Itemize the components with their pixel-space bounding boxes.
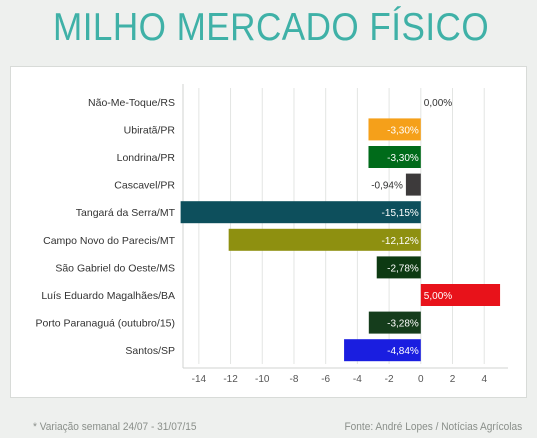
data-label: -3,28% xyxy=(387,319,419,330)
bar xyxy=(420,284,501,306)
x-tick-label: -6 xyxy=(321,374,330,385)
chart-title: MILHO MERCADO FÍSICO xyxy=(53,6,490,49)
data-label: -12,12% xyxy=(382,236,419,247)
x-tick-label: 4 xyxy=(481,374,487,385)
category-label: Porto Paranaguá (outubro/15) xyxy=(35,318,175,330)
data-label: -4,84% xyxy=(387,346,419,357)
data-label: 0,00% xyxy=(424,98,452,109)
x-tick-label: -4 xyxy=(353,374,362,385)
bar xyxy=(344,339,421,362)
data-label: -3,30% xyxy=(387,125,419,136)
category-label: Santos/SP xyxy=(125,345,175,357)
category-label: Campo Novo do Parecis/MT xyxy=(43,235,175,247)
category-label: Não-Me-Toque/RS xyxy=(88,97,175,109)
category-label: Cascavel/PR xyxy=(114,180,175,192)
bar xyxy=(180,201,421,224)
category-label: Londrina/PR xyxy=(117,152,176,164)
category-label: São Gabriel do Oeste/MS xyxy=(55,262,175,274)
x-tick-label: -12 xyxy=(223,374,238,385)
bar-chart: -14 -12 -10 -8 -6 -4 -2 0 2 4 Não-Me-Toque/RS 0,00%… xyxy=(35,84,508,385)
category-label: Luís Eduardo Magalhães/BA xyxy=(41,290,175,302)
chart-panel: -14 -12 -10 -8 -6 -4 -2 0 2 4 Não-Me-Toque/RS 0,00%… xyxy=(10,66,527,398)
category-label: Ubiratã/PR xyxy=(124,124,176,136)
bar xyxy=(228,228,421,251)
source-credit: Fonte: André Lopes / Notícias Agrícolas xyxy=(344,421,522,433)
bar xyxy=(405,173,421,196)
x-tick-label: 0 xyxy=(418,374,424,385)
data-label: 5,00% xyxy=(424,291,452,302)
footnote: * Variação semanal 24/07 - 31/07/15 xyxy=(33,421,197,433)
bar xyxy=(368,118,421,141)
x-tick-label: -14 xyxy=(192,374,207,385)
bar xyxy=(376,256,421,279)
x-tick-label: -8 xyxy=(290,374,299,385)
data-label: -3,30% xyxy=(387,153,419,164)
x-tick-label: -2 xyxy=(385,374,394,385)
x-tick-label: 2 xyxy=(450,374,456,385)
category-label: Tangará da Serra/MT xyxy=(76,207,176,219)
bar xyxy=(368,311,421,334)
data-label: -0,94% xyxy=(371,181,403,192)
data-label: -15,15% xyxy=(382,208,419,219)
bar xyxy=(368,146,421,168)
data-label: -2,78% xyxy=(387,263,419,274)
x-tick-label: -10 xyxy=(255,374,270,385)
